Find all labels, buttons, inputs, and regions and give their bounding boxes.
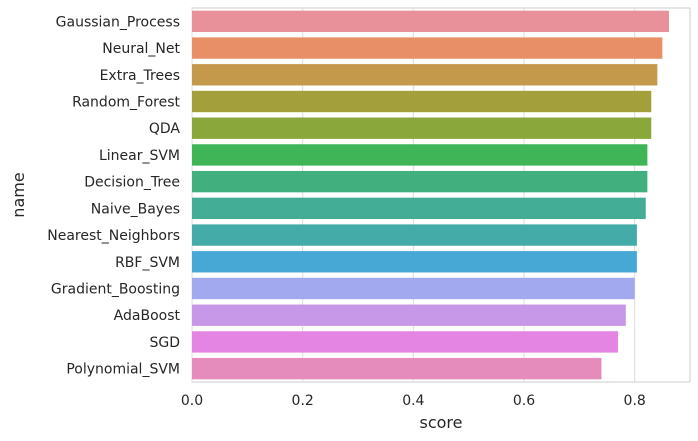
y-tick-label: Decision_Tree [84, 175, 180, 191]
y-tick-label: Neural_Net [102, 41, 180, 57]
bar [192, 331, 619, 353]
y-tick-label: Naive_Bayes [91, 201, 180, 217]
bar [192, 10, 669, 33]
y-tick-label: Extra_Trees [100, 68, 180, 84]
bar [192, 90, 652, 113]
bar [192, 197, 646, 220]
bar [192, 117, 652, 139]
y-tick-label: Gradient_Boosting [51, 282, 180, 298]
y-tick-label: Linear_SVM [99, 148, 180, 164]
y-tick-label: Random_Forest [72, 95, 180, 111]
bar [192, 224, 637, 246]
bar [192, 64, 658, 86]
bars [192, 10, 669, 380]
bar [192, 277, 635, 300]
y-tick-label: Nearest_Neighbors [47, 228, 180, 244]
y-tick-labels: Gaussian_Process Neural_Net Extra_Trees Ran… [47, 14, 180, 377]
bar [192, 144, 648, 166]
y-tick-label: SGD [149, 335, 180, 351]
y-tick-label: RBF_SVM [115, 255, 180, 271]
x-tick-label: 0.2 [292, 393, 314, 409]
bar [192, 170, 648, 193]
y-tick-label: QDA [149, 121, 181, 137]
bar [192, 304, 626, 326]
x-tick-label: 0.0 [181, 393, 203, 409]
y-tick-label: Gaussian_Process [56, 14, 180, 30]
x-tick-label: 0.6 [513, 393, 535, 409]
bar [192, 37, 663, 59]
y-axis-title: name [9, 172, 28, 217]
y-tick-label: Polynomial_SVM [66, 362, 180, 378]
x-axis-title: score [420, 413, 463, 432]
y-tick-label: AdaBoost [114, 308, 181, 324]
bar [192, 357, 602, 380]
x-tick-label: 0.8 [624, 393, 646, 409]
bar [192, 251, 637, 273]
x-tick-labels: 0.0 0.2 0.4 0.6 0.8 [181, 393, 646, 409]
x-tick-label: 0.4 [402, 393, 424, 409]
